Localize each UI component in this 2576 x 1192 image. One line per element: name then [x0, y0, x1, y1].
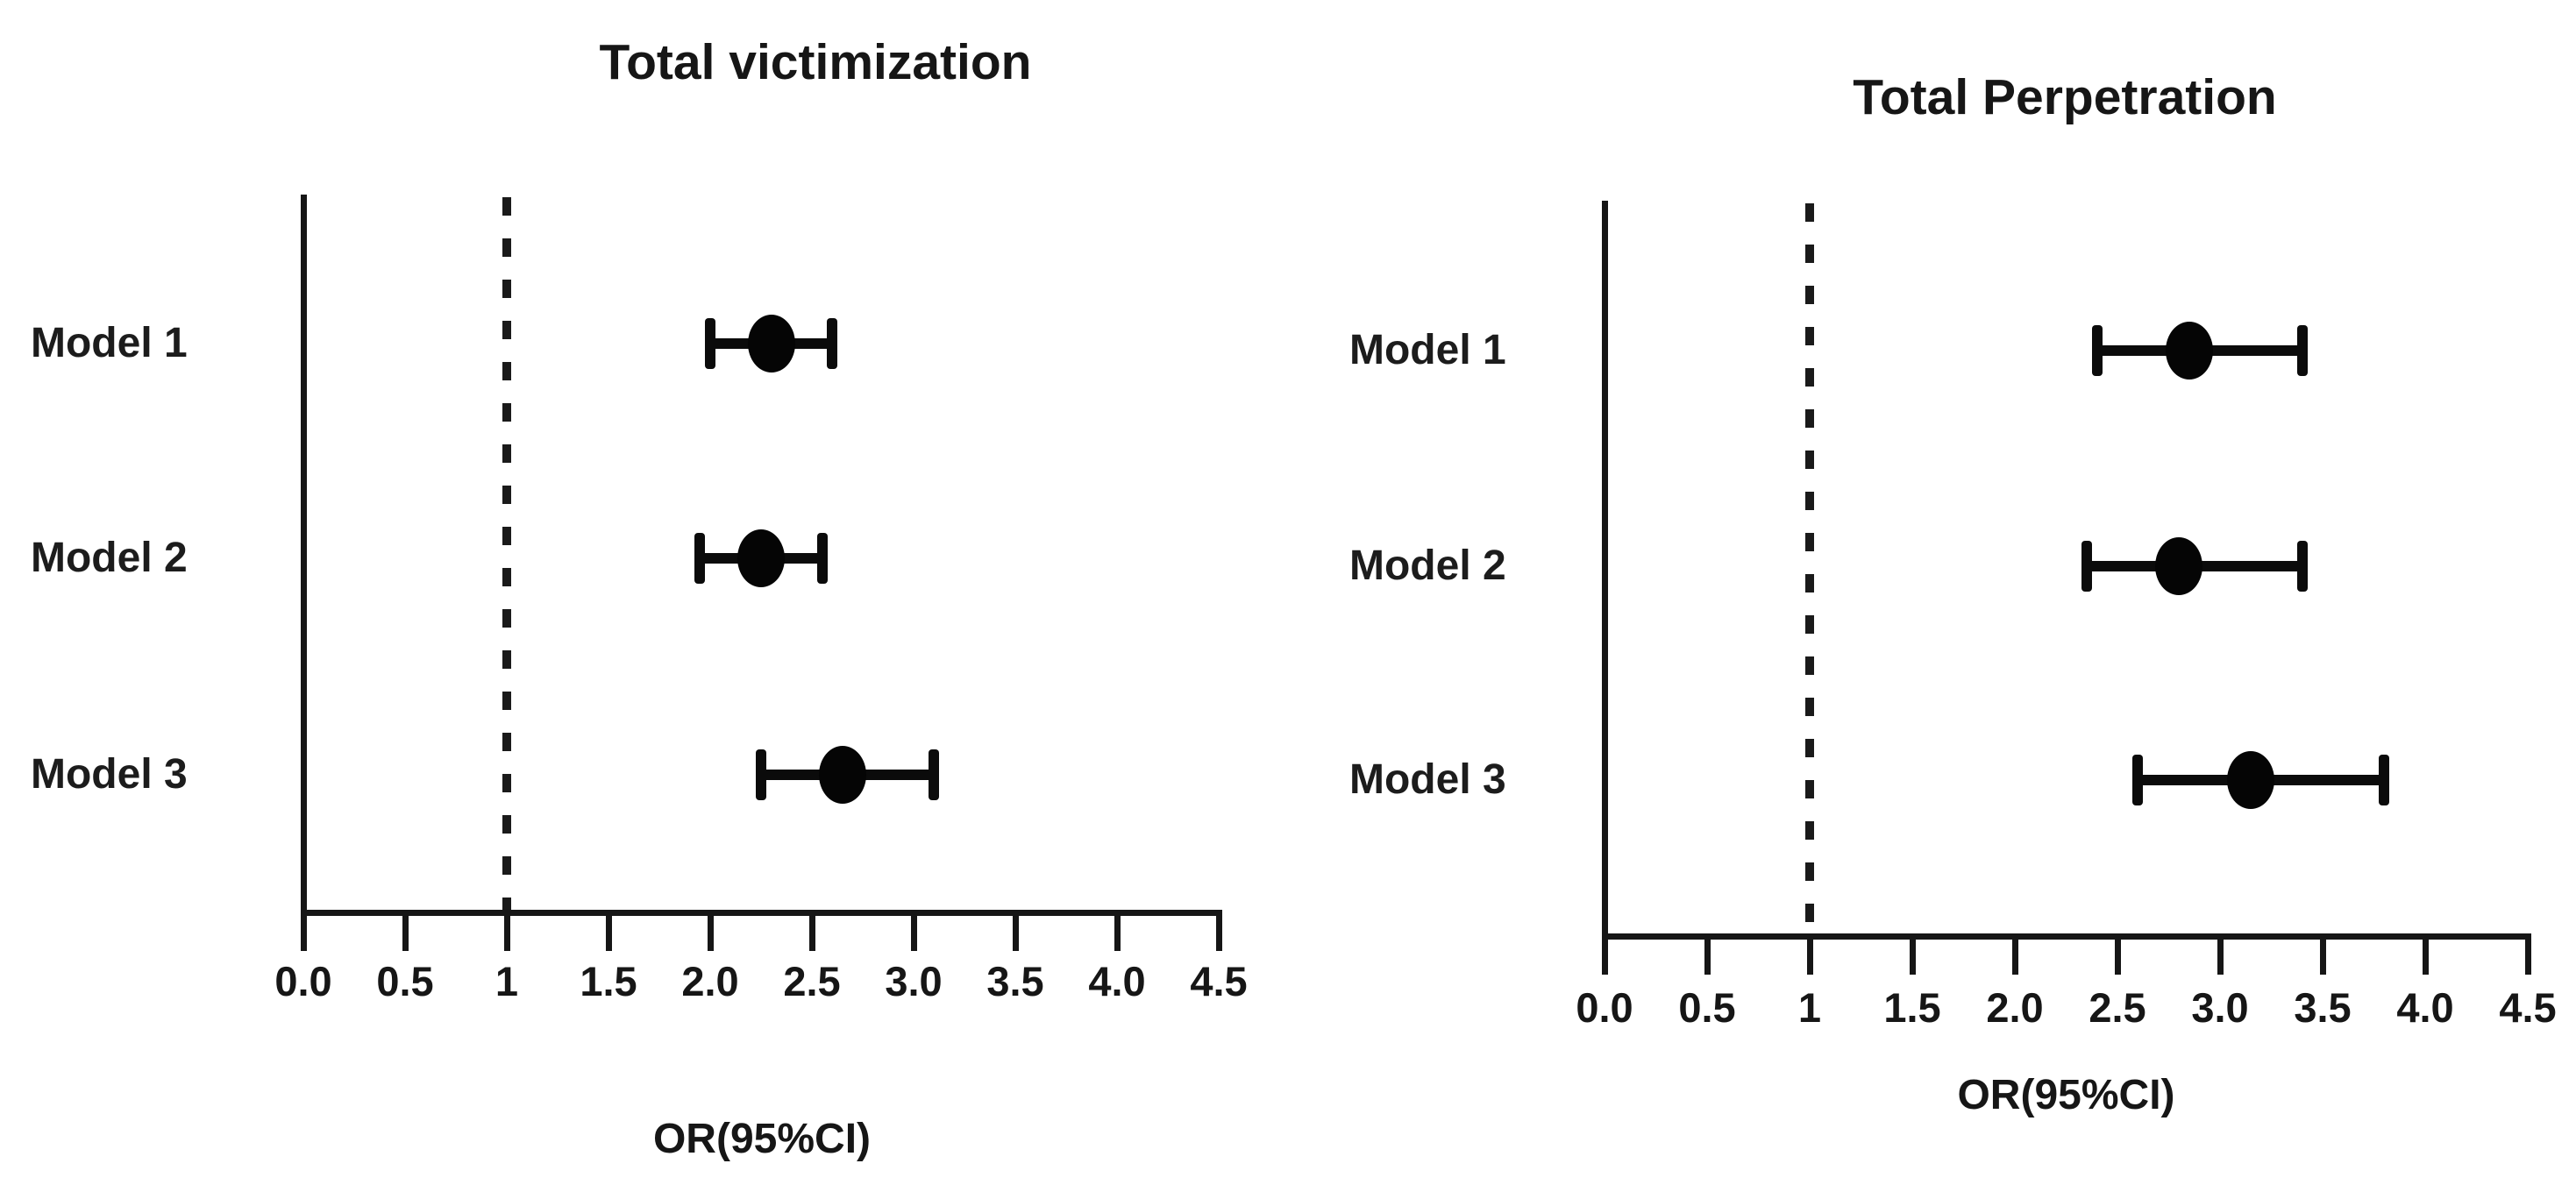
- x-tick: [1704, 938, 1711, 975]
- point-marker: [747, 315, 795, 372]
- x-tick: [708, 914, 714, 951]
- error-bar-cap-right: [827, 318, 838, 369]
- x-tick: [504, 914, 510, 951]
- x-tick: [402, 914, 409, 951]
- row-label: Model 3: [1349, 756, 1506, 803]
- x-tick: [606, 914, 612, 951]
- x-tick-label: 1: [495, 958, 519, 1004]
- row-label: Model 2: [31, 535, 188, 581]
- x-axis: [301, 910, 1222, 916]
- point-marker: [2227, 751, 2275, 809]
- x-tick-label: 2.5: [783, 958, 841, 1004]
- x-tick: [2423, 938, 2429, 975]
- x-tick-label: 3.5: [986, 958, 1044, 1004]
- x-tick: [301, 914, 307, 951]
- x-tick-label: 2.5: [2089, 984, 2146, 1031]
- x-tick-label: 1.5: [580, 958, 637, 1004]
- x-tick-label: 3.0: [2191, 984, 2249, 1031]
- y-axis: [1602, 201, 1608, 933]
- point-marker: [2155, 537, 2203, 595]
- y-axis: [301, 195, 307, 910]
- x-tick-label: 2.0: [681, 958, 739, 1004]
- error-bar-cap-left: [756, 749, 766, 800]
- x-tick-label: 1: [1797, 984, 1822, 1031]
- reference-line: [502, 197, 511, 910]
- x-tick-label: 0.0: [1576, 984, 1633, 1031]
- x-tick: [809, 914, 815, 951]
- row-label: Model 1: [31, 320, 188, 366]
- row-label: Model 2: [1349, 543, 1506, 589]
- x-axis: [1602, 933, 2531, 940]
- x-tick: [1807, 938, 1813, 975]
- row-label: Model 3: [31, 751, 188, 798]
- panel-title-perpetration: Total Perpetration: [1853, 69, 2277, 125]
- x-tick-label: 0.5: [1678, 984, 1736, 1031]
- x-tick: [2217, 938, 2224, 975]
- error-bar-cap-left: [2081, 541, 2092, 592]
- x-tick-label: 1.5: [1883, 984, 1941, 1031]
- reference-line: [1805, 203, 1814, 933]
- error-bar-cap-right: [2296, 325, 2308, 376]
- error-bar-cap-right: [816, 533, 828, 584]
- panel-title-victimization: Total victimization: [599, 34, 1032, 90]
- x-tick: [911, 914, 917, 951]
- x-tick: [2525, 938, 2531, 975]
- x-tick: [1216, 914, 1222, 951]
- row-label: Model 1: [1349, 327, 1506, 373]
- x-tick: [2115, 938, 2121, 975]
- x-tick-label: 0.5: [376, 958, 434, 1004]
- x-tick: [1910, 938, 1916, 975]
- x-tick-label: 3.0: [885, 958, 943, 1004]
- error-bar-cap-right: [2296, 541, 2308, 592]
- x-axis-label-perpetration: OR(95%CI): [1957, 1072, 2175, 1118]
- x-tick: [1114, 914, 1121, 951]
- x-tick-label: 0.0: [274, 958, 332, 1004]
- error-bar-cap-left: [694, 533, 706, 584]
- error-bar-cap-right: [2379, 755, 2390, 805]
- x-axis-label-victimization: OR(95%CI): [652, 1116, 872, 1162]
- error-bar-cap-right: [929, 749, 940, 800]
- x-tick-label: 4.0: [2396, 984, 2454, 1031]
- error-bar-cap-left: [705, 318, 715, 369]
- x-tick: [2320, 938, 2326, 975]
- x-tick: [1013, 914, 1019, 951]
- x-tick-label: 4.0: [1088, 958, 1146, 1004]
- x-tick-label: 4.5: [2499, 984, 2557, 1031]
- x-tick-label: 3.5: [2294, 984, 2352, 1031]
- point-marker: [818, 746, 866, 804]
- x-tick: [1602, 938, 1608, 975]
- point-marker: [737, 529, 785, 587]
- point-marker: [2165, 322, 2213, 380]
- x-tick-label: 4.5: [1190, 958, 1248, 1004]
- error-bar-cap-left: [2132, 755, 2144, 805]
- error-bar-cap-left: [2091, 325, 2103, 376]
- x-tick-label: 2.0: [1986, 984, 2044, 1031]
- x-tick: [2012, 938, 2018, 975]
